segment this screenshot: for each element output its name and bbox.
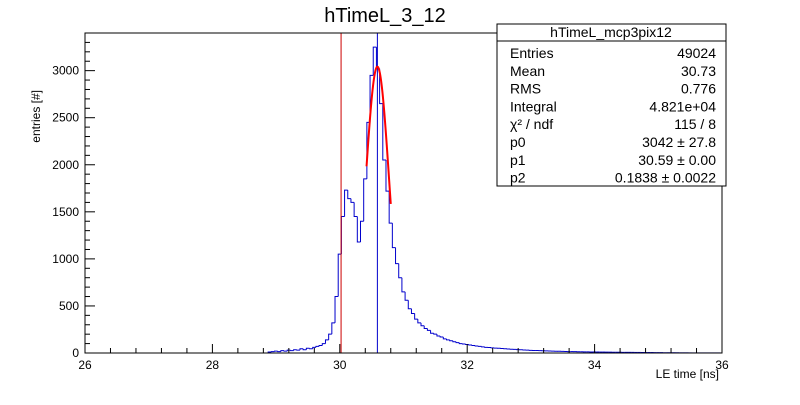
stats-row-label: χ² / ndf [510, 116, 553, 132]
x-axis-label: LE time [ns] [656, 367, 719, 381]
x-tick-label: 34 [588, 358, 602, 372]
stats-row-value: 0.776 [681, 81, 716, 97]
stats-row-value: 0.1838 ± 0.0022 [615, 170, 716, 186]
stats-row-label: Integral [510, 98, 557, 114]
y-tick-label: 2500 [52, 111, 79, 125]
stats-row-value: 3042 ± 27.8 [642, 134, 716, 150]
y-axis-label: entries [#] [29, 90, 43, 143]
x-tick-label: 32 [461, 358, 475, 372]
x-tick-label: 26 [78, 358, 92, 372]
stats-row-label: p1 [510, 152, 526, 168]
stats-row-value: 49024 [677, 45, 716, 61]
stats-box-title: hTimeL_mcp3pix12 [550, 24, 672, 40]
stats-row-value: 30.73 [681, 63, 716, 79]
y-tick-label: 500 [59, 299, 79, 313]
stats-row-label: p2 [510, 170, 526, 186]
stats-row-value: 4.821e+04 [649, 98, 716, 114]
chart-title: hTimeL_3_12 [324, 5, 446, 27]
stats-row-label: RMS [510, 81, 541, 97]
y-tick-label: 2000 [52, 158, 79, 172]
stats-row-value: 30.59 ± 0.00 [638, 152, 716, 168]
y-tick-label: 1000 [52, 252, 79, 266]
x-tick-label: 30 [333, 358, 347, 372]
stats-row-label: p0 [510, 134, 526, 150]
y-tick-label: 1500 [52, 205, 79, 219]
stats-row-value: 115 / 8 [674, 116, 716, 132]
stats-box: hTimeL_mcp3pix12 Entries 49024 Mean 30.73 RM… [497, 24, 726, 186]
x-tick-label: 28 [206, 358, 220, 372]
stats-row-label: Entries [510, 45, 554, 61]
y-tick-label: 0 [72, 346, 79, 360]
stats-row-label: Mean [510, 63, 545, 79]
y-tick-label: 3000 [52, 64, 79, 78]
